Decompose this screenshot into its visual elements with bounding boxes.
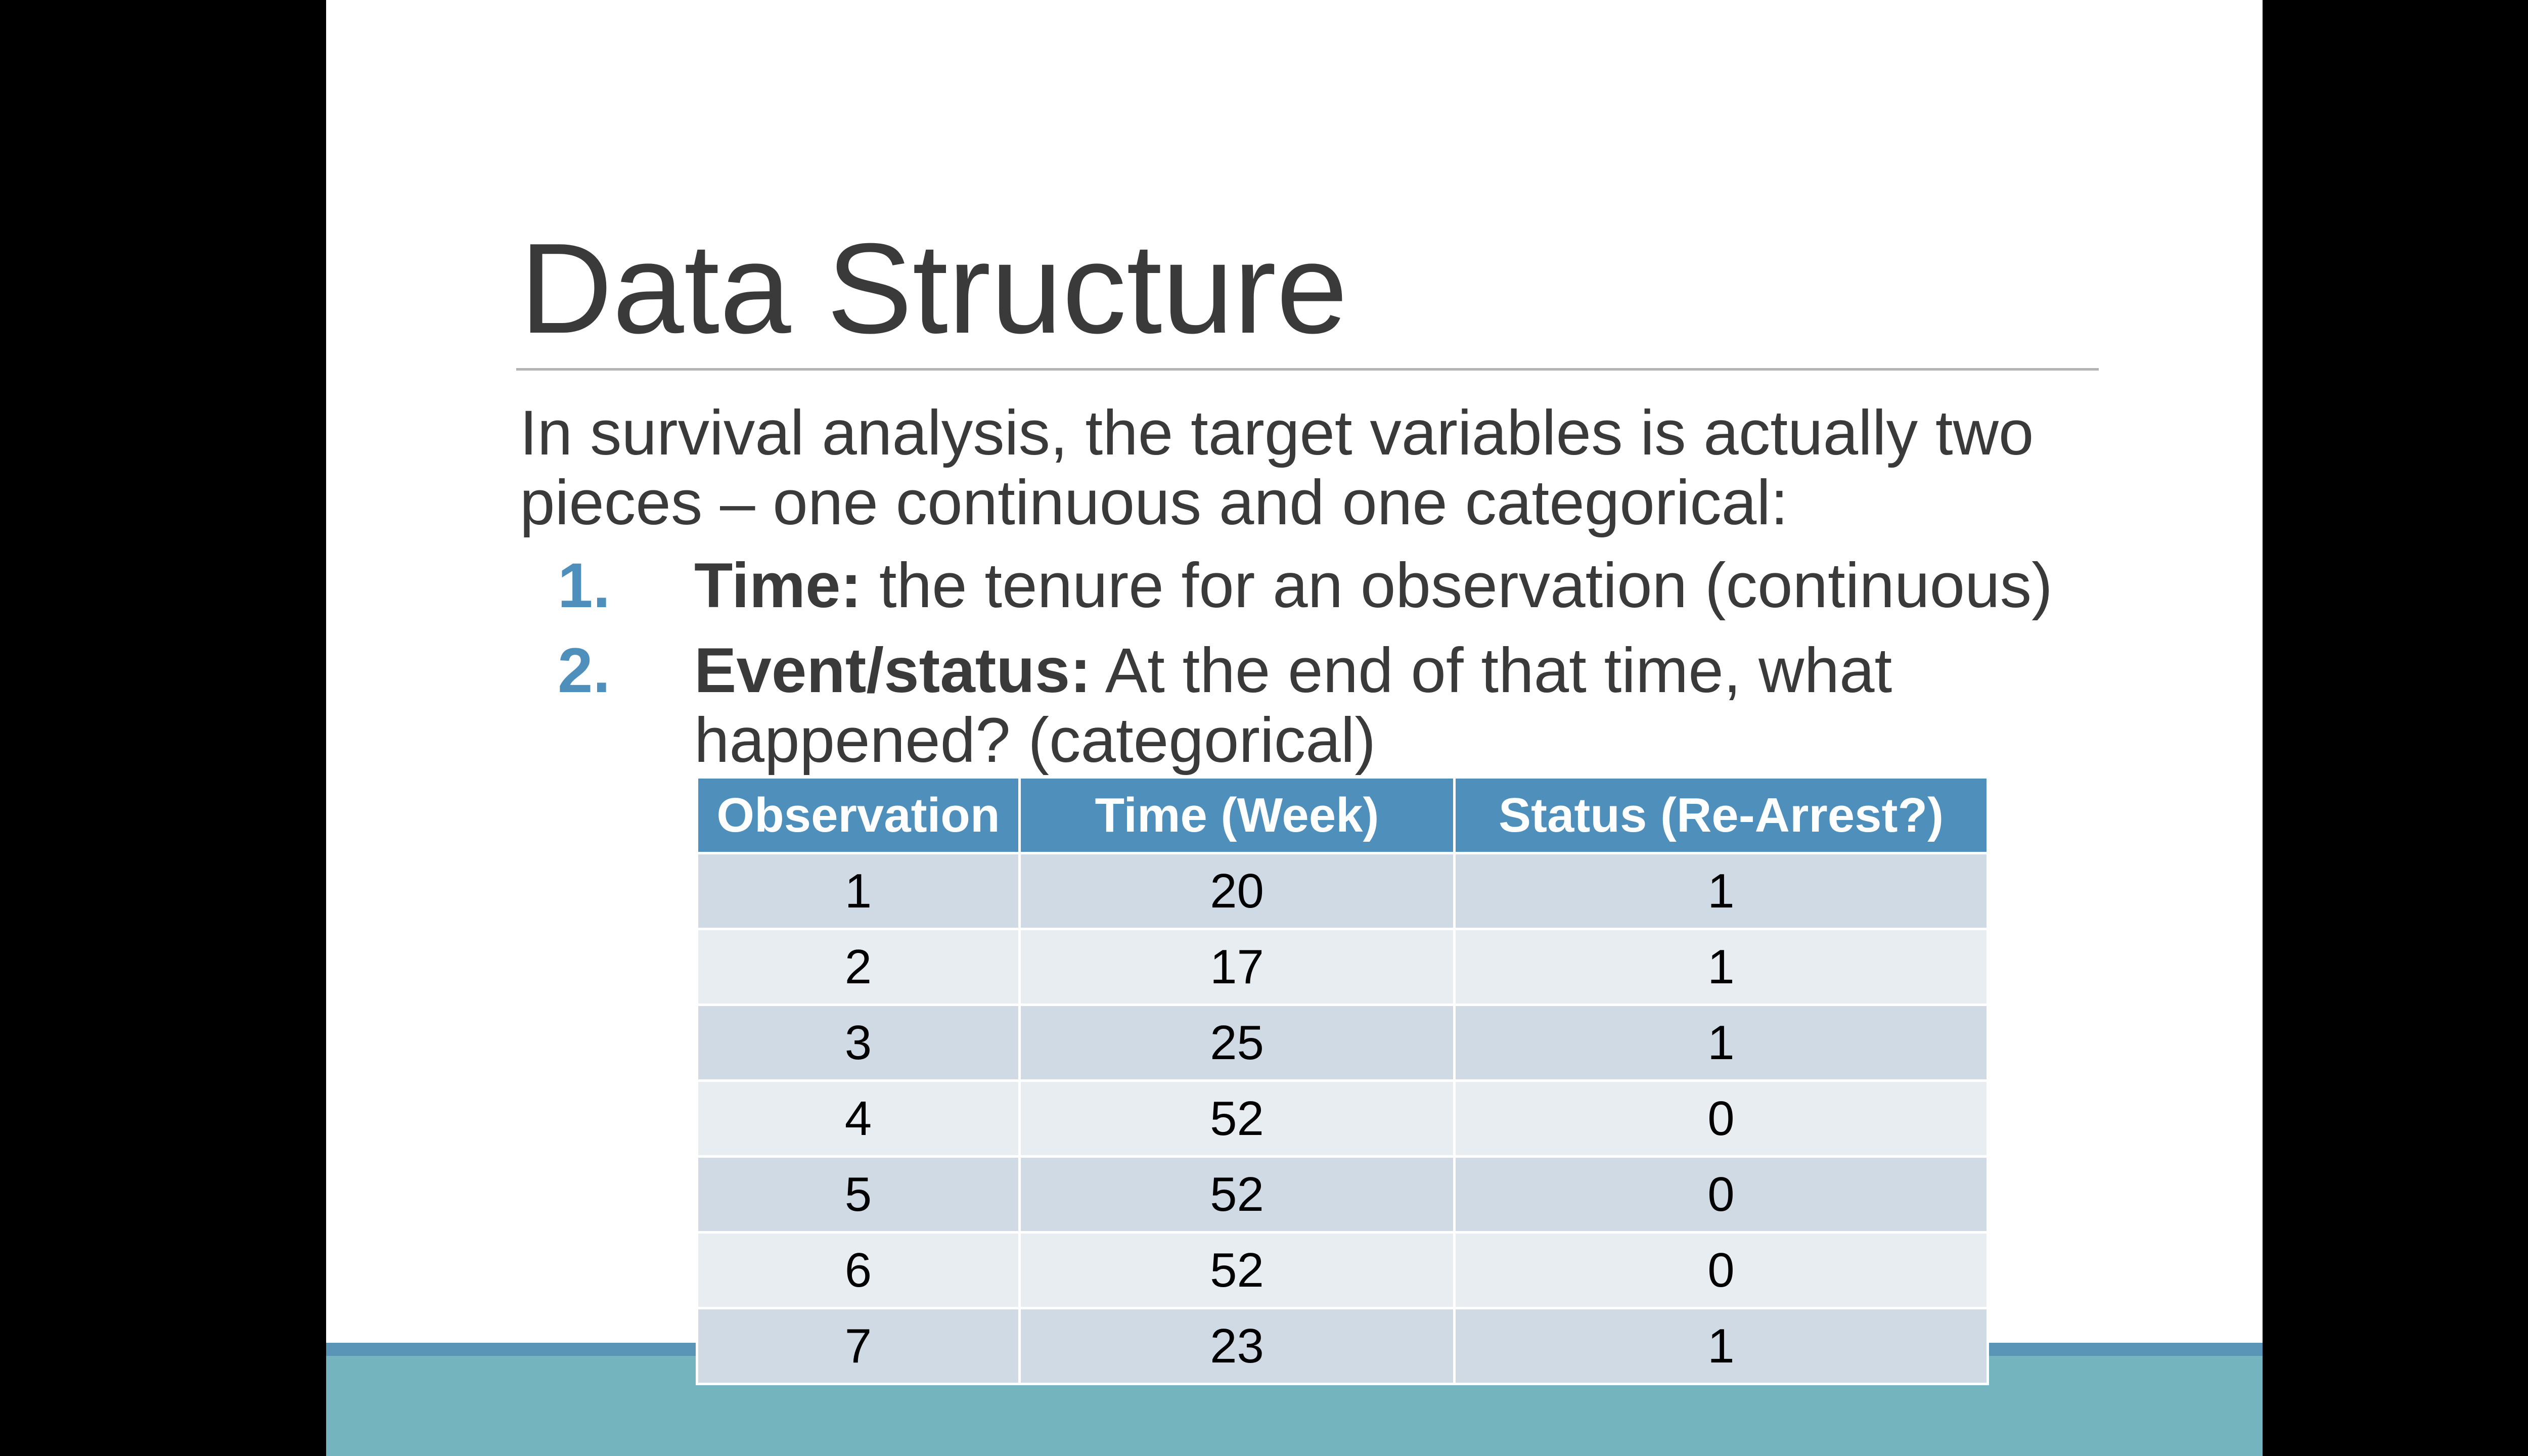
table-row: 7 23 1 <box>696 1307 1989 1385</box>
table-row: 2 17 1 <box>696 928 1989 1006</box>
data-table-container: Observation Time (Week) Status (Re-Arres… <box>696 776 1989 1385</box>
table-cell: 3 <box>696 1004 1021 1082</box>
table-row: 3 25 1 <box>696 1004 1989 1082</box>
table-row: 4 52 0 <box>696 1079 1989 1158</box>
table-cell: 5 <box>696 1155 1021 1234</box>
list-number: 1. <box>558 551 611 621</box>
table-cell: 52 <box>1018 1231 1456 1309</box>
slide: Data Structure In survival analysis, the… <box>326 0 2263 1456</box>
list-item-body: Time: the tenure for an observation (con… <box>694 551 2059 621</box>
table-cell: 52 <box>1018 1155 1456 1234</box>
table-cell: 20 <box>1018 852 1456 930</box>
list-item-text: the tenure for an observation (continuou… <box>862 551 2053 621</box>
table-cell: 1 <box>1453 1307 1989 1385</box>
list-number: 2. <box>558 635 611 706</box>
list-item-term: Event/status: <box>694 635 1091 706</box>
intro-paragraph: In survival analysis, the target variabl… <box>520 398 2034 538</box>
table-cell: 4 <box>696 1079 1021 1158</box>
table-cell: 0 <box>1453 1155 1989 1234</box>
table-cell: 25 <box>1018 1004 1456 1082</box>
table-cell: 1 <box>1453 928 1989 1006</box>
table-cell: 2 <box>696 928 1021 1006</box>
table-cell: 17 <box>1018 928 1456 1006</box>
table-row: 5 52 0 <box>696 1155 1989 1234</box>
title-divider <box>516 368 2099 371</box>
table-cell: 0 <box>1453 1079 1989 1158</box>
column-header-status: Status (Re-Arrest?) <box>1453 776 1989 854</box>
table-cell: 0 <box>1453 1231 1989 1309</box>
slide-title: Data Structure <box>520 216 1348 360</box>
table-cell: 6 <box>696 1231 1021 1309</box>
list-item-term: Time: <box>694 551 862 621</box>
table-row: 6 52 0 <box>696 1231 1989 1309</box>
data-table: Observation Time (Week) Status (Re-Arres… <box>696 776 1989 1385</box>
table-cell: 1 <box>1453 1004 1989 1082</box>
column-header-time: Time (Week) <box>1018 776 1456 854</box>
list-item-body: Event/status: At the end of that time, w… <box>694 636 2059 776</box>
table-cell: 52 <box>1018 1079 1456 1158</box>
table-row: 1 20 1 <box>696 852 1989 930</box>
table-header-row: Observation Time (Week) Status (Re-Arres… <box>696 776 1989 854</box>
table-cell: 1 <box>696 852 1021 930</box>
table-cell: 23 <box>1018 1307 1456 1385</box>
table-cell: 1 <box>1453 852 1989 930</box>
column-header-observation: Observation <box>696 776 1021 854</box>
list-item-text: At the end of that time, what happened? … <box>694 635 1892 776</box>
table-cell: 7 <box>696 1307 1021 1385</box>
